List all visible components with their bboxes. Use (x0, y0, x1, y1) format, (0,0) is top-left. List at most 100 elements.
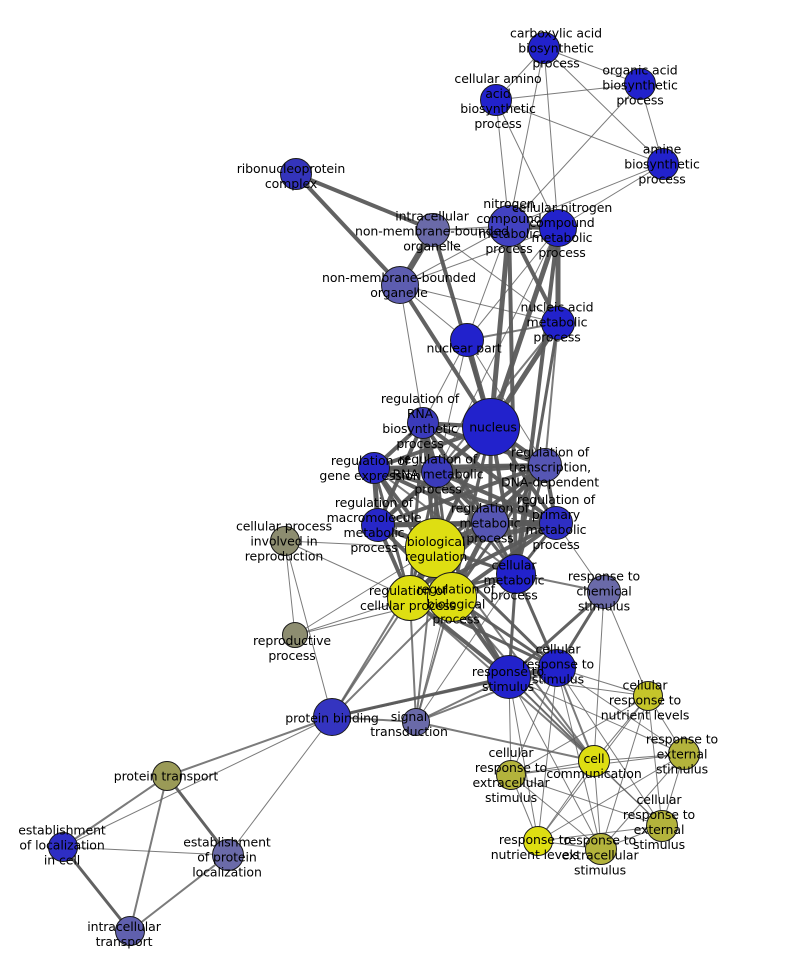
graph-edge (488, 225, 561, 430)
graph-node-response-to-stimulus[interactable] (487, 655, 531, 699)
graph-edge (331, 597, 411, 718)
graph-edge (435, 470, 558, 525)
graph-edge (495, 99, 664, 165)
graph-node-cell-communication[interactable] (578, 745, 610, 777)
graph-edge (415, 573, 517, 723)
graph-edge (372, 466, 492, 525)
graph-edge (227, 716, 333, 856)
graph-edge (508, 676, 602, 850)
graph-edge (556, 667, 685, 755)
graph-node-response-to-external-stimulus[interactable] (668, 738, 700, 770)
graph-node-amine-biosynthetic-process[interactable] (647, 148, 679, 180)
graph-edge (603, 591, 649, 697)
graph-node-response-to-extracellular-stimulus[interactable] (585, 833, 617, 865)
graph-edge (61, 845, 132, 933)
graph-edge (432, 229, 559, 324)
graph-node-cellular-metabolic-process[interactable] (496, 554, 536, 594)
graph-node-intracellular-non-membrane-bounded-organelle[interactable] (416, 213, 450, 247)
graph-edge (62, 775, 168, 848)
graph-edge (415, 721, 595, 762)
graph-edge (543, 47, 664, 165)
graph-edge (508, 47, 545, 227)
graph-edge (399, 284, 559, 324)
graph-edge (466, 227, 559, 341)
graph-edge (508, 676, 685, 755)
graph-edge (510, 774, 663, 827)
graph-node-regulation-of-rna-biosynthetic-process[interactable] (407, 407, 439, 439)
graph-node-ribonucleoprotein-complex[interactable] (280, 158, 312, 190)
graph-node-regulation-of-cellular-process[interactable] (387, 575, 433, 621)
graph-edge (647, 695, 663, 827)
graph-edge (495, 83, 641, 101)
graph-edge (129, 854, 229, 932)
graph-node-cellular-response-to-stimulus[interactable] (538, 649, 576, 687)
graph-edge (543, 47, 559, 229)
graph-edge (129, 775, 168, 932)
graph-node-regulation-of-transcription-dna-dependent[interactable] (528, 448, 562, 482)
graph-edge (294, 172, 435, 232)
graph-edge (557, 163, 664, 229)
graph-node-regulation-of-rna-metabolic-process[interactable] (421, 456, 453, 488)
graph-edge (399, 284, 424, 424)
graph-node-regulation-of-primary-metabolic-process[interactable] (539, 506, 573, 540)
graph-edge (495, 99, 559, 229)
graph-node-protein-binding[interactable] (313, 698, 351, 736)
graph-node-establishment-of-protein-localization[interactable] (212, 839, 244, 871)
graph-node-nucleic-acid-metabolic-process[interactable] (541, 306, 575, 340)
graph-edge (510, 695, 649, 776)
graph-node-response-to-chemical-stimulus[interactable] (587, 575, 621, 609)
graph-node-establishment-of-localization-in-cell[interactable] (48, 832, 78, 862)
graph-node-regulation-of-biological-process[interactable] (427, 572, 477, 622)
graph-edge (507, 224, 518, 576)
graph-node-cellular-nitrogen-compound-metabolic-process[interactable] (539, 209, 577, 247)
graph-edge (432, 229, 468, 341)
graph-node-signal-transduction[interactable] (402, 708, 430, 736)
graph-node-biological-regulation[interactable] (405, 518, 465, 578)
graph-node-non-membrane-bounded-organelle[interactable] (381, 266, 419, 304)
graph-edge (593, 591, 605, 762)
graph-node-carboxylic-acid-biosynthetic-process[interactable] (528, 32, 560, 64)
graph-node-cellular-response-to-nutrient-levels[interactable] (633, 681, 663, 711)
graph-edge (372, 466, 558, 525)
graph-edge (62, 716, 333, 848)
graph-node-protein-transport[interactable] (152, 761, 182, 791)
graph-edge (508, 676, 649, 697)
graph-node-regulation-of-gene-expression[interactable] (358, 452, 390, 484)
graph-node-intracellular-transport[interactable] (115, 916, 145, 946)
graph-edge (166, 716, 333, 777)
graph-node-cellular-response-to-extracellular-stimulus[interactable] (496, 760, 526, 790)
graph-node-regulation-of-macromolecule-metabolic-process[interactable] (361, 508, 395, 542)
graph-node-nuclear-part[interactable] (450, 323, 484, 357)
graph-edge (488, 223, 512, 430)
graph-node-cellular-process-involved-in-reproduction[interactable] (270, 526, 300, 556)
graph-node-response-to-nutrient-levels[interactable] (523, 826, 553, 856)
graph-node-nitrogen-compound-metabolic-process[interactable] (488, 205, 530, 247)
graph-edge (284, 540, 296, 636)
graph-edge (600, 695, 649, 850)
graph-edge (600, 753, 685, 850)
graph-edge (537, 753, 685, 842)
graph-edge (510, 774, 602, 850)
graph-edge (372, 463, 547, 470)
graph-edge (399, 227, 559, 286)
graph-edge (415, 667, 558, 723)
graph-edge (331, 596, 453, 718)
graph-edge (508, 83, 641, 227)
graph-edge (284, 540, 333, 718)
graph-edge (508, 676, 539, 842)
graph-node-cellular-response-to-external-stimulus[interactable] (646, 810, 678, 842)
graph-edge (294, 172, 402, 287)
graph-edge (508, 163, 664, 227)
graph-node-organic-acid-biosynthetic-process[interactable] (624, 68, 656, 100)
graph-node-reproductive-process[interactable] (282, 622, 308, 648)
graph-edge (544, 322, 559, 466)
graph-edge (436, 227, 559, 473)
graph-edge (510, 667, 558, 776)
graph-edge (514, 226, 560, 576)
graph-edge (62, 846, 229, 856)
graph-node-nucleus[interactable] (462, 398, 520, 456)
graph-node-regulation-of-metabolic-process[interactable] (471, 504, 509, 542)
graph-node-cellular-amino-acid-biosynthetic-process[interactable] (480, 84, 512, 116)
